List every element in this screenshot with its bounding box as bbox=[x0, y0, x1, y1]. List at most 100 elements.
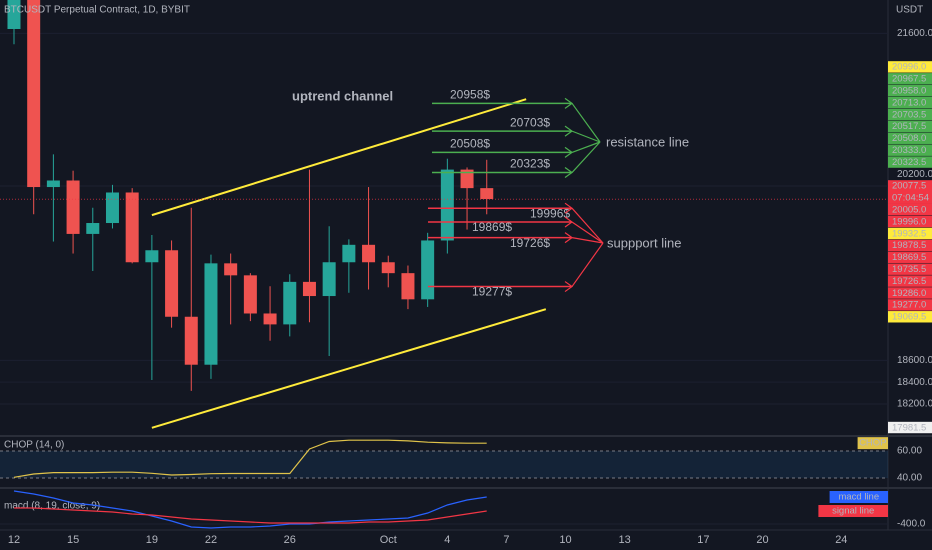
candle-body bbox=[480, 188, 494, 200]
candle-body bbox=[401, 273, 415, 300]
countdown: 07:04:54 bbox=[892, 193, 929, 204]
pointer-arrow bbox=[564, 141, 601, 179]
legend-label: CHOP bbox=[859, 438, 886, 449]
candle-body bbox=[283, 281, 297, 325]
price-tag bbox=[888, 96, 932, 109]
x-tick-label: 7 bbox=[503, 534, 509, 546]
price-tag-label: 20958.0 bbox=[892, 86, 926, 97]
price-tag-label: 19878.5 bbox=[892, 240, 926, 251]
y-tick-label: 40.00 bbox=[897, 473, 922, 484]
price-tag bbox=[888, 299, 932, 311]
y-tick-label: 60.00 bbox=[897, 446, 922, 457]
x-tick-label: 13 bbox=[619, 534, 631, 546]
candle-body bbox=[7, 0, 21, 29]
price-tag bbox=[888, 239, 932, 252]
candle-body bbox=[46, 180, 60, 188]
price-tag-label: 20967.5 bbox=[892, 74, 926, 85]
indicator-line bbox=[13, 439, 487, 478]
price-tag bbox=[888, 108, 932, 121]
candle-body bbox=[86, 223, 100, 234]
price-tag-label: 19869.5 bbox=[892, 252, 926, 263]
candle-body bbox=[224, 263, 238, 276]
price-tag-label: 20333.0 bbox=[892, 145, 926, 156]
y-tick-label: 18400.0 bbox=[897, 377, 932, 388]
legend-label: macd line bbox=[838, 492, 879, 503]
pointer-arrow bbox=[564, 216, 604, 244]
level-label: 19277$ bbox=[472, 285, 512, 299]
price-tag bbox=[888, 61, 932, 73]
price-tag bbox=[888, 144, 932, 156]
y-tick-label: 21600.0 bbox=[897, 28, 932, 39]
price-tag-label: 19996.0 bbox=[892, 216, 926, 227]
level-label: 20508$ bbox=[450, 137, 490, 151]
pointer-arrow bbox=[564, 202, 604, 244]
level-label: 20958$ bbox=[450, 88, 490, 102]
trendline bbox=[151, 98, 527, 217]
price-tag-label: 20323.5 bbox=[892, 157, 926, 168]
price-unit: USDT bbox=[896, 5, 923, 16]
price-tag-label: 19277.0 bbox=[892, 300, 926, 311]
annotation: uptrend channel bbox=[292, 88, 393, 103]
level-label: 19726$ bbox=[510, 236, 550, 250]
candle-body bbox=[27, 0, 41, 188]
x-tick-label: 4 bbox=[444, 534, 450, 546]
price-tag-label: 20996.0 bbox=[892, 62, 926, 73]
x-tick-label: 24 bbox=[835, 534, 847, 546]
candle-body bbox=[165, 250, 179, 317]
x-tick-label: 17 bbox=[697, 534, 709, 546]
level-label: 20703$ bbox=[510, 115, 550, 129]
price-tag-label: 20713.0 bbox=[892, 97, 926, 108]
price-tag bbox=[888, 227, 932, 240]
price-tag-label: 19726.5 bbox=[892, 276, 926, 287]
legend-label: signal line bbox=[832, 506, 874, 517]
candle-body bbox=[362, 244, 376, 263]
price-tag bbox=[888, 132, 932, 144]
price-tag-label: 20005.0 bbox=[892, 205, 926, 216]
legend-tag bbox=[818, 505, 888, 517]
price-tag bbox=[888, 421, 932, 434]
indicator-line bbox=[13, 490, 487, 529]
y-tick-label: 18600.0 bbox=[897, 355, 932, 366]
indicator-line bbox=[14, 507, 487, 524]
legend-tag bbox=[857, 437, 888, 450]
pointer-arrow bbox=[564, 232, 604, 244]
candle-body bbox=[381, 262, 395, 274]
price-tag bbox=[888, 73, 932, 85]
chart-title: BTCUSDT Perpetual Contract, 1D, BYBIT bbox=[4, 5, 190, 16]
price-tag bbox=[888, 311, 932, 323]
price-tag bbox=[888, 275, 932, 287]
price-tag bbox=[888, 120, 932, 133]
candle-body bbox=[421, 240, 435, 300]
candle-body bbox=[125, 192, 139, 263]
annotation: suppport line bbox=[607, 235, 681, 250]
pointer-arrow bbox=[564, 125, 601, 143]
candle-body bbox=[440, 169, 454, 241]
price-tag bbox=[888, 251, 932, 263]
price-tag-label: 19735.5 bbox=[892, 264, 926, 275]
price-tag bbox=[888, 203, 932, 216]
last-price-tag bbox=[888, 180, 932, 204]
overlay: 20958$ 20703$ 20508$ 20323$ 19996$ 19869$ 1972… bbox=[428, 88, 604, 299]
price-tag-label: 20517.5 bbox=[892, 121, 926, 132]
price-tag-label: 20703.5 bbox=[892, 109, 926, 120]
candle-body bbox=[243, 275, 257, 314]
pointer-arrow bbox=[564, 97, 601, 143]
candle-body bbox=[145, 250, 159, 263]
candle-body bbox=[322, 262, 336, 297]
x-tick-label: 19 bbox=[146, 534, 158, 546]
price-tag-label: 19069.5 bbox=[892, 312, 926, 323]
candle-body bbox=[204, 263, 218, 365]
x-tick-label: 15 bbox=[67, 534, 79, 546]
price-tag-label: 19286.0 bbox=[892, 288, 926, 299]
price-tag bbox=[888, 156, 932, 168]
x-tick-label: 12 bbox=[8, 534, 20, 546]
y-tick-label: 20200.0 bbox=[897, 169, 932, 180]
price-tag bbox=[888, 287, 932, 299]
main-pane bbox=[0, 0, 888, 429]
y-tick-label: -400.0 bbox=[897, 519, 926, 530]
level-label: 19996$ bbox=[530, 206, 570, 220]
candle-body bbox=[66, 180, 80, 234]
